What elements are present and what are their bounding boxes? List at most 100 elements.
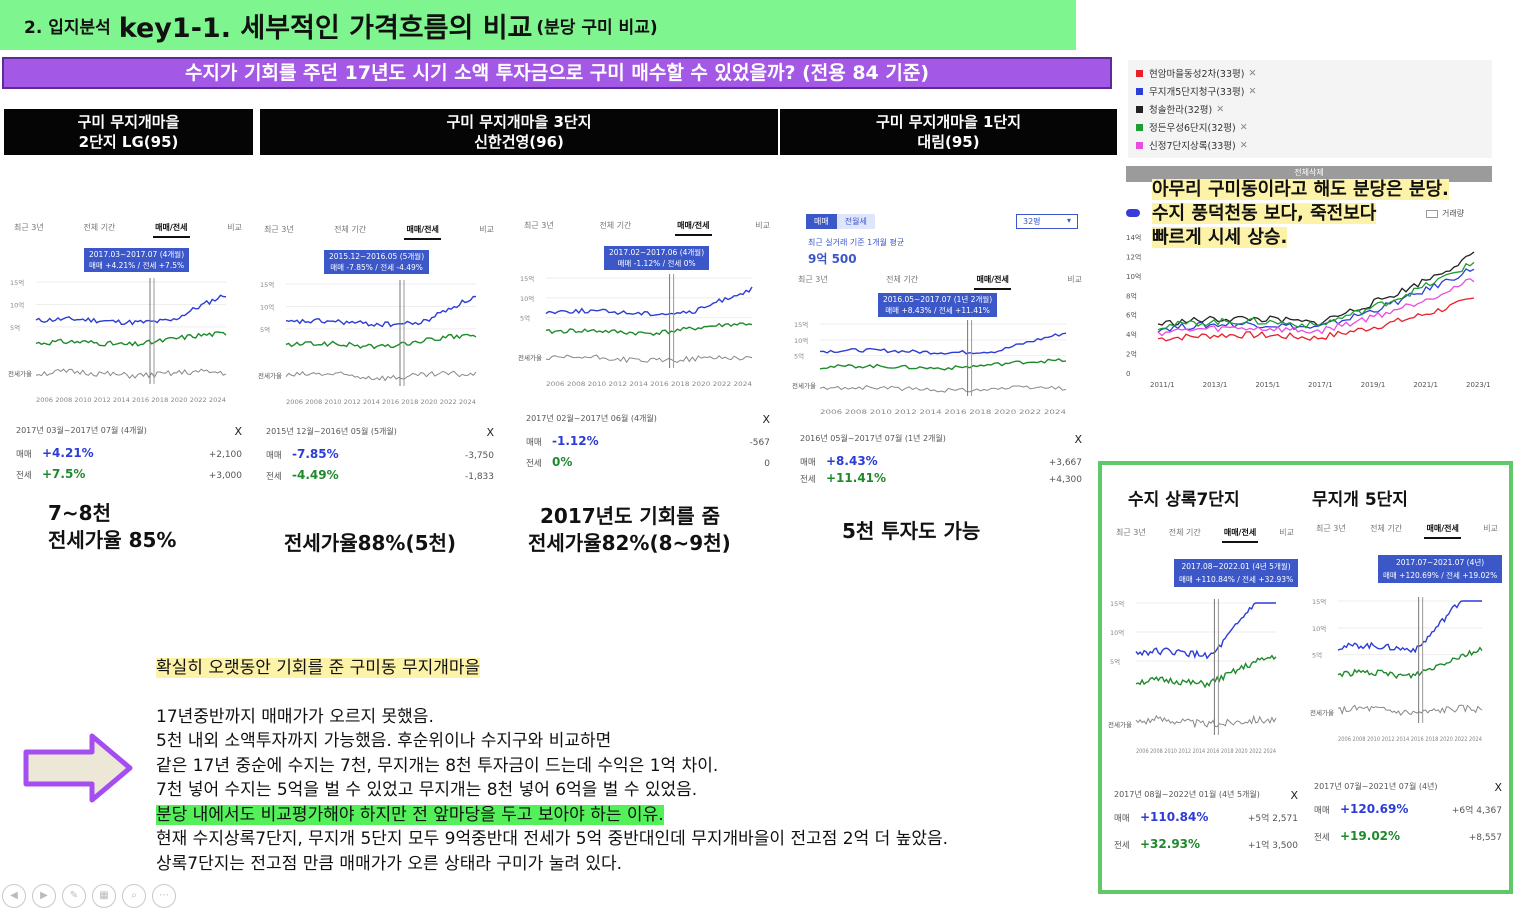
close-icon[interactable]: X [486, 426, 494, 439]
legend-label: 현암마을동성2차(33평) [1149, 69, 1245, 80]
close-icon[interactable]: ✕ [1239, 121, 1248, 133]
tab-recent-3y[interactable]: 최근 3년 [14, 223, 44, 232]
tab-compare[interactable]: 비교 [1279, 528, 1294, 537]
tab-sale-jeonse[interactable]: 매매/전세 [1221, 523, 1259, 543]
summary-period: 2017년 02월~2017년 06월 (4개월) [526, 414, 657, 423]
tab-all-period[interactable]: 전체 기간 [83, 223, 116, 232]
chart-tabs: 최근 3년 전체 기간 매매/전세 비교 [796, 270, 1084, 290]
legend-item: 현암마을동성2차(33평) ✕ [1132, 64, 1492, 82]
jeonse-amount: +4,300 [1048, 475, 1082, 485]
tab-compare[interactable]: 비교 [227, 223, 242, 232]
tab-trade-jeonse[interactable]: 전월세 [836, 214, 875, 229]
close-icon[interactable]: X [1290, 789, 1298, 802]
tab-sale-jeonse[interactable]: 매매/전세 [1424, 519, 1461, 539]
green-compare-frame: 수지 상록7단지 무지개 5단지 최근 3년 전체 기간 매매/전세 비교 20… [1098, 461, 1513, 894]
close-icon[interactable]: X [762, 413, 770, 426]
tab-compare[interactable]: 비교 [1483, 524, 1498, 533]
note-panel-2: 전세가율88%(5천) [284, 530, 456, 557]
jeonse-price-line [1337, 646, 1483, 680]
jeonse-amount: +3,000 [208, 471, 242, 481]
close-icon[interactable]: X [234, 425, 242, 438]
change-summary: 2017년 08월~2022년 01월 (4년 5개월) X 매매 +110.84%… [1114, 789, 1298, 864]
close-icon[interactable]: ✕ [1216, 103, 1225, 115]
tab-compare[interactable]: 비교 [755, 221, 770, 230]
bottom-analysis: 확실히 오랫동안 기회를 준 구미동 무지개마을 17년중반까지 매매가가 오르… [156, 656, 948, 876]
jeonse-label: 전세 [266, 472, 282, 482]
tab-trade-sale[interactable]: 매매 [806, 214, 837, 229]
analysis-line: 7천 넣어 수지는 5억을 벌 수 있었고 무지개는 8천 넣어 6억을 벌 수… [156, 780, 698, 800]
tab-sale-jeonse[interactable]: 매매/전세 [675, 216, 712, 236]
tooltip-change: 매매 -1.12% / 전세 0% [617, 259, 696, 268]
range-tooltip: 2016.05~2017.07 (1년 2개월) 매매 +8.43% / 전세 … [878, 293, 998, 317]
slides-grid-icon[interactable]: ▦ [92, 884, 116, 908]
tab-recent-3y[interactable]: 최근 3년 [798, 275, 828, 284]
jeonse-rate-line [545, 354, 753, 364]
size-select[interactable]: 32평 ▾ [1016, 214, 1078, 229]
sale-label: 매매 [266, 451, 282, 461]
tab-sale-jeonse[interactable]: 매매/전세 [153, 218, 190, 238]
tab-all-period[interactable]: 전체 기간 [334, 225, 367, 234]
jeonse-label: 전세 [526, 459, 542, 469]
compare-legend: 현암마을동성2차(33평) ✕ 무지개5단지청구(33평) ✕ 청솔한라(32평) ✕… [1128, 60, 1492, 158]
next-slide-icon[interactable]: ▶ [32, 884, 56, 908]
close-icon[interactable]: ✕ [1239, 139, 1248, 151]
more-options-icon[interactable]: ⋯ [152, 884, 176, 908]
delete-all-button[interactable]: 전체삭제 [1126, 166, 1492, 182]
tooltip-period: 2017.03~2017.07 (4개월) [89, 250, 185, 259]
tab-all-period[interactable]: 전체 기간 [1168, 528, 1201, 537]
note-line: 전세가율88%(5천) [284, 531, 457, 555]
close-icon[interactable]: ✕ [1248, 85, 1257, 97]
close-icon[interactable]: ✕ [1248, 67, 1257, 79]
tab-all-period[interactable]: 전체 기간 [599, 221, 632, 230]
summary-period: 2017년 03월~2017년 07월 (4개월) [16, 426, 147, 435]
close-icon[interactable]: X [1074, 433, 1082, 446]
jeonse-rate-label: 전세가율 [8, 369, 32, 378]
change-summary: 2016년 05월~2017년 07월 (1년 2개월) X 매매 +8.43% +3… [800, 433, 1082, 488]
tab-sale-jeonse[interactable]: 매매/전세 [404, 220, 441, 240]
tab-all-period[interactable]: 전체 기간 [886, 275, 919, 284]
x-tick-label: 2013/1 [1203, 381, 1228, 389]
right-note-line: 수지 풍덕천동 보다, 죽전보다 [1152, 203, 1377, 224]
tab-recent-3y[interactable]: 최근 3년 [264, 225, 294, 234]
y-tick-label: 5억 [260, 326, 270, 334]
zoom-icon[interactable]: ⌕ [122, 884, 146, 908]
deal-volume-toggle[interactable]: 거래량 [1426, 208, 1464, 219]
y-tick-label: 5억 [10, 324, 20, 332]
jeonse-label: 전세 [1114, 841, 1130, 851]
tab-recent-3y[interactable]: 최근 3년 [524, 221, 554, 230]
y-tick-label: 6억 [1126, 312, 1137, 320]
tab-all-period[interactable]: 전체 기간 [1370, 524, 1403, 533]
pen-icon[interactable]: ✎ [62, 884, 86, 908]
apartment-header-line: 대림(95) [917, 133, 980, 151]
note-panel-4: 5천 투자도 가능 [842, 518, 980, 545]
tab-recent-3y[interactable]: 최근 3년 [1116, 528, 1146, 537]
sale-amount: +3,667 [1048, 458, 1082, 468]
tab-compare[interactable]: 비교 [1067, 275, 1082, 284]
tab-sale-jeonse[interactable]: 매매/전세 [974, 270, 1011, 290]
sale-change: +120.69% [1340, 802, 1409, 816]
x-tick-labels: 2006 2008 2010 2012 2014 2016 2018 2020 … [36, 397, 226, 404]
apartment-header-line: 구미 무지개마을 [77, 113, 180, 131]
bottom-headline: 확실히 오랫동안 기회를 준 구미동 무지개마을 [156, 658, 481, 678]
analysis-line: 5천 내외 소액투자까지 가능했음. 후순위이나 수지구와 비교하면 [156, 731, 612, 751]
jeonse-price-line [35, 331, 227, 347]
y-tick-label: 4억 [1126, 331, 1137, 339]
prev-slide-icon[interactable]: ◀ [2, 884, 26, 908]
right-note-line: 빠르게 시세 상승. [1152, 227, 1288, 248]
tab-compare[interactable]: 비교 [479, 225, 494, 234]
chevron-down-icon: ▾ [1066, 216, 1071, 225]
right-note-line: 아무리 구미동이라고 해도 분당은 분당. [1152, 179, 1449, 200]
change-summary: 2017년 03월~2017년 07월 (4개월) X 매매 +4.21% +2,10… [16, 425, 242, 488]
apartment-header-2: 구미 무지개마을 3단지 신한건영(96) [260, 109, 778, 155]
subtitle: 수지가 기회를 주던 17년도 시기 소액 투자금으로 구미 매수할 수 있었을… [2, 57, 1112, 89]
sale-change: -1.12% [552, 434, 599, 448]
close-icon[interactable]: X [1494, 781, 1502, 794]
right-arrow-icon [23, 733, 133, 803]
jeonse-rate-label: 전세가율 [1108, 720, 1132, 729]
jeonse-rate-label: 전세가율 [258, 371, 282, 380]
compare-series-line [1157, 261, 1475, 331]
toggle-dot-icon[interactable] [1126, 209, 1140, 217]
tab-recent-3y[interactable]: 최근 3년 [1316, 524, 1346, 533]
summary-period: 2017년 08월~2022년 01월 (4년 5개월) [1114, 790, 1260, 799]
